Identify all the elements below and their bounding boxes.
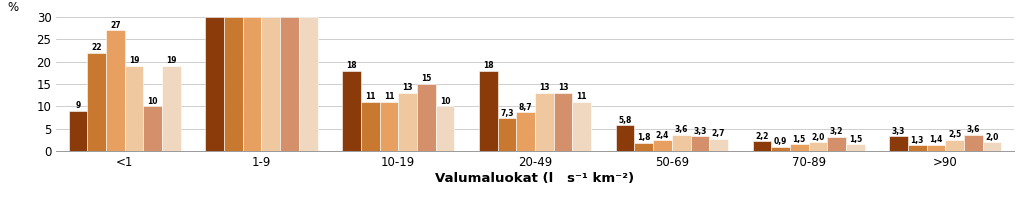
Bar <box>653 140 672 151</box>
Bar <box>87 53 106 151</box>
Text: 0,9: 0,9 <box>774 138 787 147</box>
Bar <box>206 17 224 151</box>
Text: 3,2: 3,2 <box>829 127 844 136</box>
Bar <box>261 17 281 151</box>
Text: 1,4: 1,4 <box>930 135 943 144</box>
Bar <box>983 142 1001 151</box>
Text: 1,3: 1,3 <box>910 136 924 145</box>
Bar <box>672 135 690 151</box>
Text: 2,4: 2,4 <box>655 131 669 140</box>
Bar <box>690 136 710 151</box>
Bar <box>771 147 790 151</box>
Bar <box>243 17 261 151</box>
Bar <box>360 102 380 151</box>
Text: 18: 18 <box>346 61 356 70</box>
Bar <box>790 144 809 151</box>
Text: 10: 10 <box>147 97 158 106</box>
Bar <box>927 145 945 151</box>
Bar <box>615 125 635 151</box>
Text: 2,5: 2,5 <box>948 130 962 139</box>
Bar <box>498 118 516 151</box>
Text: 8,7: 8,7 <box>519 102 532 112</box>
Text: 19: 19 <box>166 56 177 65</box>
Text: 2,7: 2,7 <box>712 129 725 138</box>
Text: 1,8: 1,8 <box>637 134 650 142</box>
Bar <box>635 143 653 151</box>
Text: 2,2: 2,2 <box>755 132 769 141</box>
Bar <box>516 112 535 151</box>
Bar <box>162 66 181 151</box>
Bar <box>846 144 864 151</box>
Text: 2,0: 2,0 <box>985 133 998 142</box>
Text: 13: 13 <box>540 83 550 92</box>
Text: 15: 15 <box>421 74 431 83</box>
Bar <box>535 93 554 151</box>
X-axis label: Valumaluokat (l   s⁻¹ km⁻²): Valumaluokat (l s⁻¹ km⁻²) <box>435 172 635 185</box>
Bar <box>753 141 771 151</box>
Text: 5,8: 5,8 <box>618 116 632 125</box>
Text: 2,0: 2,0 <box>811 133 824 142</box>
Text: 3,6: 3,6 <box>675 125 688 134</box>
Bar <box>827 137 846 151</box>
Bar <box>964 135 983 151</box>
Text: 22: 22 <box>91 43 102 52</box>
Text: 3,3: 3,3 <box>693 127 707 136</box>
Text: 11: 11 <box>384 92 394 101</box>
Bar <box>710 139 728 151</box>
Bar <box>479 71 498 151</box>
Bar <box>945 140 964 151</box>
Bar <box>69 111 87 151</box>
Bar <box>417 84 435 151</box>
Text: 18: 18 <box>483 61 494 70</box>
Text: 19: 19 <box>129 56 139 65</box>
Bar <box>281 17 299 151</box>
Text: 9: 9 <box>76 101 81 110</box>
Text: 1,5: 1,5 <box>793 135 806 144</box>
Text: 1,5: 1,5 <box>849 135 862 144</box>
Text: 7,3: 7,3 <box>501 109 514 118</box>
Bar <box>554 93 572 151</box>
Bar <box>435 106 455 151</box>
Bar <box>908 145 927 151</box>
Bar <box>125 66 143 151</box>
Bar <box>342 71 360 151</box>
Text: 13: 13 <box>558 83 568 92</box>
Text: %: % <box>7 1 18 14</box>
Text: 10: 10 <box>439 97 451 106</box>
Text: 3,6: 3,6 <box>967 125 980 134</box>
Bar <box>809 142 827 151</box>
Text: 11: 11 <box>577 92 587 101</box>
Bar <box>106 30 125 151</box>
Bar <box>143 106 162 151</box>
Bar <box>398 93 417 151</box>
Bar <box>889 136 908 151</box>
Bar <box>572 102 591 151</box>
Text: 13: 13 <box>402 83 413 92</box>
Text: 11: 11 <box>365 92 376 101</box>
Bar <box>380 102 398 151</box>
Bar <box>299 17 317 151</box>
Text: 3,3: 3,3 <box>892 127 905 136</box>
Bar <box>224 17 243 151</box>
Text: 27: 27 <box>110 21 121 30</box>
